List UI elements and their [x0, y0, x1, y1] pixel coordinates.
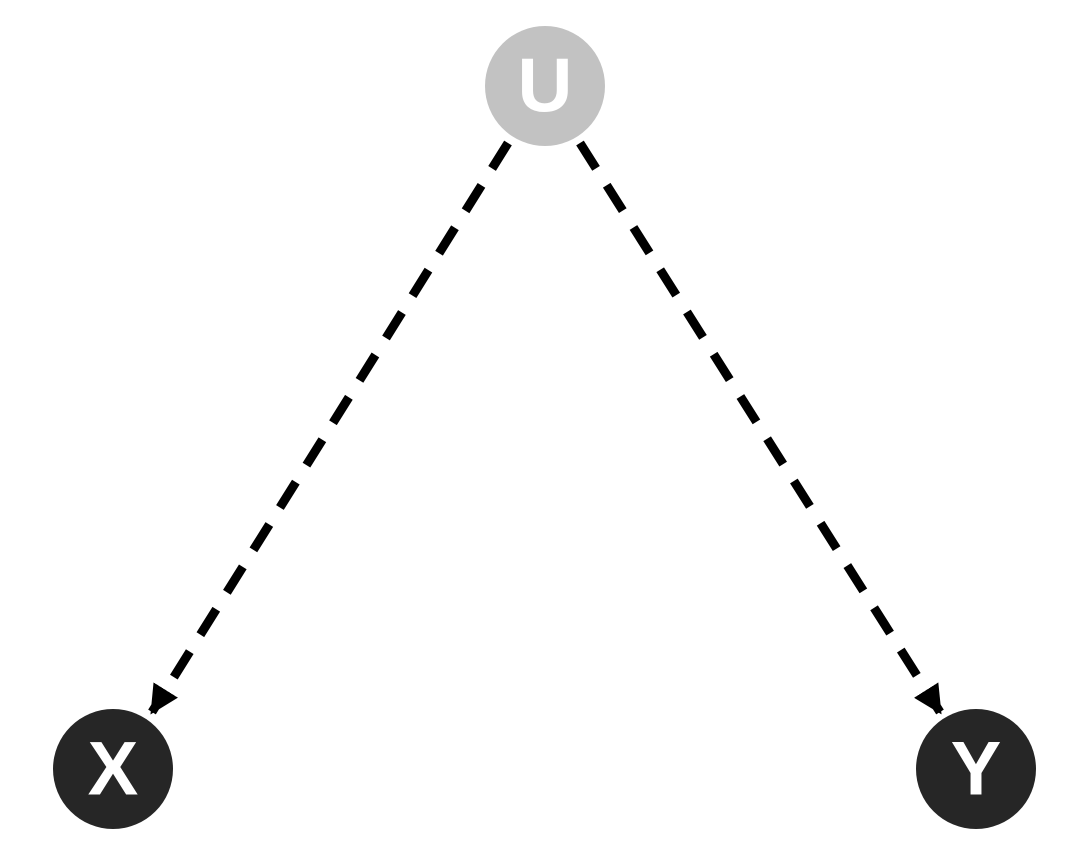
node-x-circle: [53, 709, 173, 829]
node-y-label: Y: [951, 727, 1002, 812]
node-u-label: U: [518, 44, 573, 129]
node-x: X: [53, 709, 173, 829]
node-y: Y: [916, 709, 1036, 829]
node-x-label: X: [88, 727, 139, 812]
edge-u-to-x: [148, 140, 512, 715]
node-u: U: [485, 26, 605, 146]
edge-u-to-y: [576, 140, 944, 715]
node-u-circle: [485, 26, 605, 146]
edges-layer: [148, 140, 944, 715]
nodes-layer: U X Y: [53, 26, 1036, 829]
node-y-circle: [916, 709, 1036, 829]
